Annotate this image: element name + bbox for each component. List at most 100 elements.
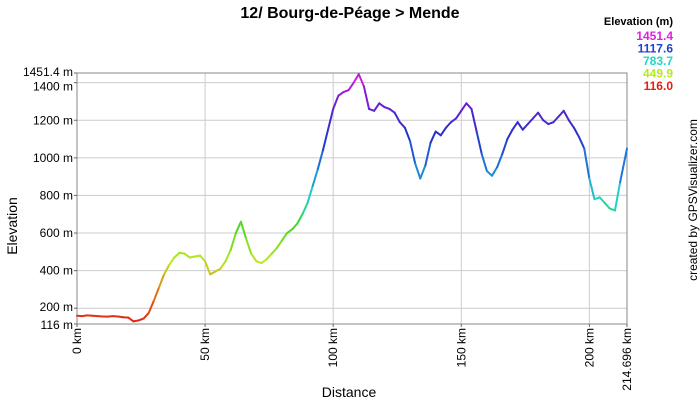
profile-segment — [460, 102, 468, 112]
profile-segment — [234, 220, 242, 235]
plot-frame — [76, 72, 628, 325]
chart-title: 12/ Bourg-de-Péage > Mende — [240, 5, 459, 22]
profile-segment — [516, 121, 524, 131]
legend-title: Elevation (m) — [604, 16, 673, 28]
profile-segment — [250, 252, 258, 263]
profile-segment — [198, 254, 207, 263]
y-tick-label: 600 m — [40, 226, 73, 240]
profile-segment — [275, 239, 283, 250]
y-tick-label: 1200 m — [33, 113, 73, 127]
profile-segment — [337, 91, 345, 97]
profile-segment — [321, 128, 330, 152]
profile-segment — [347, 81, 355, 92]
y-tick-label: 1000 m — [33, 151, 73, 165]
profile-segment — [286, 228, 294, 235]
profile-segment — [183, 252, 191, 259]
x-tick-label: 150 km — [454, 328, 468, 367]
profile-segment — [537, 111, 545, 122]
legend-entry: 116.0 — [644, 79, 674, 93]
profile-segment — [552, 115, 560, 124]
profile-segment — [163, 263, 171, 276]
profile-segment — [173, 251, 181, 259]
profile-segment — [260, 258, 268, 265]
profile-segment — [352, 73, 360, 84]
y-axis-ticks: 116 m 200 m 400 m 600 m 800 m 1000 m 1200 m 140… — [23, 65, 77, 332]
profile-segment — [403, 126, 412, 142]
legend-entry: 1451.4 — [636, 29, 673, 43]
profile-segment — [357, 73, 365, 88]
y-tick-label: 116 m — [41, 318, 73, 332]
y-tick-label: 1451.4 m — [23, 65, 73, 79]
profile-segment — [429, 130, 437, 144]
grid — [76, 72, 628, 325]
x-tick-label: 50 km — [198, 328, 212, 361]
profile-segment — [439, 126, 447, 137]
x-tick-label: 200 km — [582, 328, 596, 367]
profile-segment — [434, 130, 442, 137]
y-tick-label: 1400 m — [33, 80, 73, 94]
profile-segment — [219, 260, 227, 270]
profile-segment — [557, 109, 565, 118]
profile-segment — [496, 153, 504, 169]
profile-segment — [239, 220, 248, 240]
profile-segment — [306, 185, 314, 204]
profile-segment — [362, 85, 371, 110]
profile-segment — [470, 107, 478, 133]
profile-segment — [526, 117, 534, 126]
profile-segment — [567, 119, 575, 129]
profile-segment — [204, 260, 212, 276]
profile-segment — [619, 147, 628, 184]
profile-segment — [224, 248, 232, 263]
x-tick-label: 0 km — [70, 328, 84, 354]
profile-segment — [168, 256, 176, 266]
x-tick-label: 214.696 km — [620, 328, 634, 391]
profile-segment — [147, 299, 155, 314]
profile-segment — [583, 147, 591, 180]
profile-segment — [613, 181, 622, 212]
profile-segment — [572, 126, 581, 139]
y-tick-label: 200 m — [40, 300, 73, 314]
legend-entry: 1117.6 — [638, 42, 674, 56]
profile-segment — [388, 107, 396, 114]
x-axis-ticks: 0 km 50 km 100 km 150 km 200 km 214.696 km — [70, 324, 634, 391]
profile-segment — [419, 164, 427, 180]
profile-segment — [531, 111, 540, 120]
x-axis-label: Distance — [322, 384, 377, 400]
elevation-profile — [76, 73, 628, 323]
profile-segment — [291, 222, 299, 231]
profile-segment — [378, 102, 386, 109]
profile-segment — [506, 128, 514, 141]
profile-segment — [332, 94, 340, 110]
profile-segment — [157, 273, 166, 289]
profile-segment — [152, 286, 160, 302]
legend-entry: 783.7 — [643, 54, 673, 68]
credit-text: created by GPSVisualizer.com — [686, 119, 700, 281]
profile-segment — [229, 232, 237, 251]
profile-segment — [327, 107, 335, 131]
profile-segment — [301, 201, 309, 216]
profile-segment — [311, 168, 319, 188]
profile-segment — [414, 162, 422, 180]
profile-segment — [245, 237, 253, 255]
profile-segment — [603, 201, 611, 210]
profile-segment — [491, 166, 499, 177]
y-tick-label: 400 m — [40, 264, 73, 278]
profile-segment — [450, 117, 458, 124]
profile-segment — [316, 149, 324, 171]
profile-segment — [501, 138, 509, 156]
y-tick-label: 800 m — [40, 188, 73, 202]
profile-segment — [409, 139, 417, 165]
profile-segment — [475, 130, 483, 156]
profile-segment — [393, 111, 401, 124]
profile-segment — [455, 109, 463, 120]
profile-segment — [562, 109, 570, 122]
profile-segment — [398, 121, 406, 129]
profile-segment — [127, 316, 135, 323]
profile-segment — [588, 177, 596, 201]
profile-segment — [270, 247, 278, 255]
profile-segment — [511, 121, 519, 131]
y-axis-label: Elevation — [4, 197, 20, 255]
profile-segment — [265, 252, 273, 261]
